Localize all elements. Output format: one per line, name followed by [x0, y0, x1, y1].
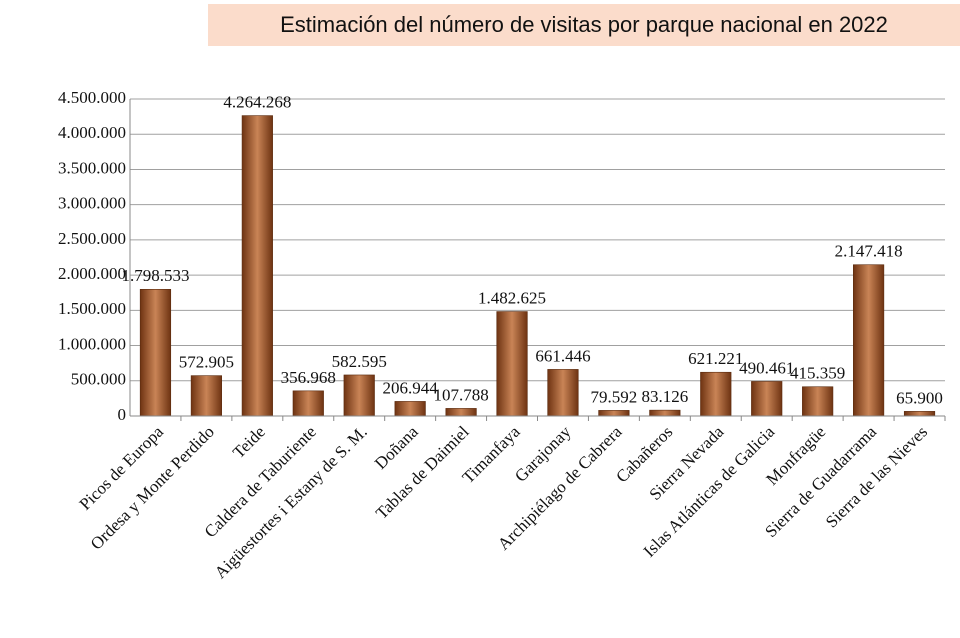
- title-box: [208, 4, 960, 46]
- y-tick-label: 3.500.000: [58, 158, 126, 177]
- y-tick-label: 1.500.000: [58, 299, 126, 318]
- bar: [547, 369, 579, 417]
- value-label: 1.482.625: [478, 288, 546, 307]
- bar: [700, 371, 732, 417]
- value-label: 1.798.533: [121, 266, 189, 285]
- value-label: 572.905: [179, 353, 234, 372]
- value-label: 4.264.268: [223, 93, 291, 112]
- y-tick-label: 2.500.000: [58, 229, 126, 248]
- value-label: 2.147.418: [835, 242, 903, 261]
- bar: [598, 410, 630, 417]
- x-tick-label: Teide: [229, 422, 269, 462]
- y-tick-label: 2.000.000: [58, 264, 126, 283]
- value-label: 582.595: [332, 352, 387, 371]
- value-label: 356.968: [281, 368, 336, 387]
- y-tick-label: 500.000: [71, 370, 126, 389]
- bar: [394, 401, 426, 417]
- bar: [343, 374, 375, 417]
- value-label: 621.221: [688, 349, 743, 368]
- y-tick-label: 0: [118, 405, 127, 424]
- value-label: 83.126: [641, 387, 688, 406]
- value-label: 490.461: [739, 358, 794, 377]
- bar: [139, 289, 172, 417]
- bar: [802, 386, 834, 417]
- x-tick-label: Doñana: [371, 422, 422, 473]
- bar: [751, 381, 783, 417]
- value-label: 415.359: [790, 364, 845, 383]
- y-tick-label: 4.000.000: [58, 123, 126, 142]
- bar: [292, 390, 324, 417]
- bar: [190, 375, 222, 417]
- bar: [496, 311, 528, 417]
- value-label: 661.446: [535, 346, 590, 365]
- bar: [853, 264, 885, 417]
- y-tick-label: 3.000.000: [58, 194, 126, 213]
- x-tick-label: Tablas de Daimiel: [372, 422, 473, 523]
- bar: [445, 408, 477, 417]
- bar: [241, 115, 273, 417]
- y-tick-label: 1.000.000: [58, 334, 126, 353]
- bar: [903, 411, 936, 417]
- y-tick-label: 4.500.000: [58, 88, 126, 107]
- bar: [649, 409, 681, 417]
- value-label: 65.900: [896, 388, 943, 407]
- value-label: 206.944: [383, 378, 439, 397]
- chart-title: Estimación del número de visitas por par…: [280, 12, 888, 37]
- value-label: 107.788: [433, 385, 488, 404]
- value-label: 79.592: [591, 387, 638, 406]
